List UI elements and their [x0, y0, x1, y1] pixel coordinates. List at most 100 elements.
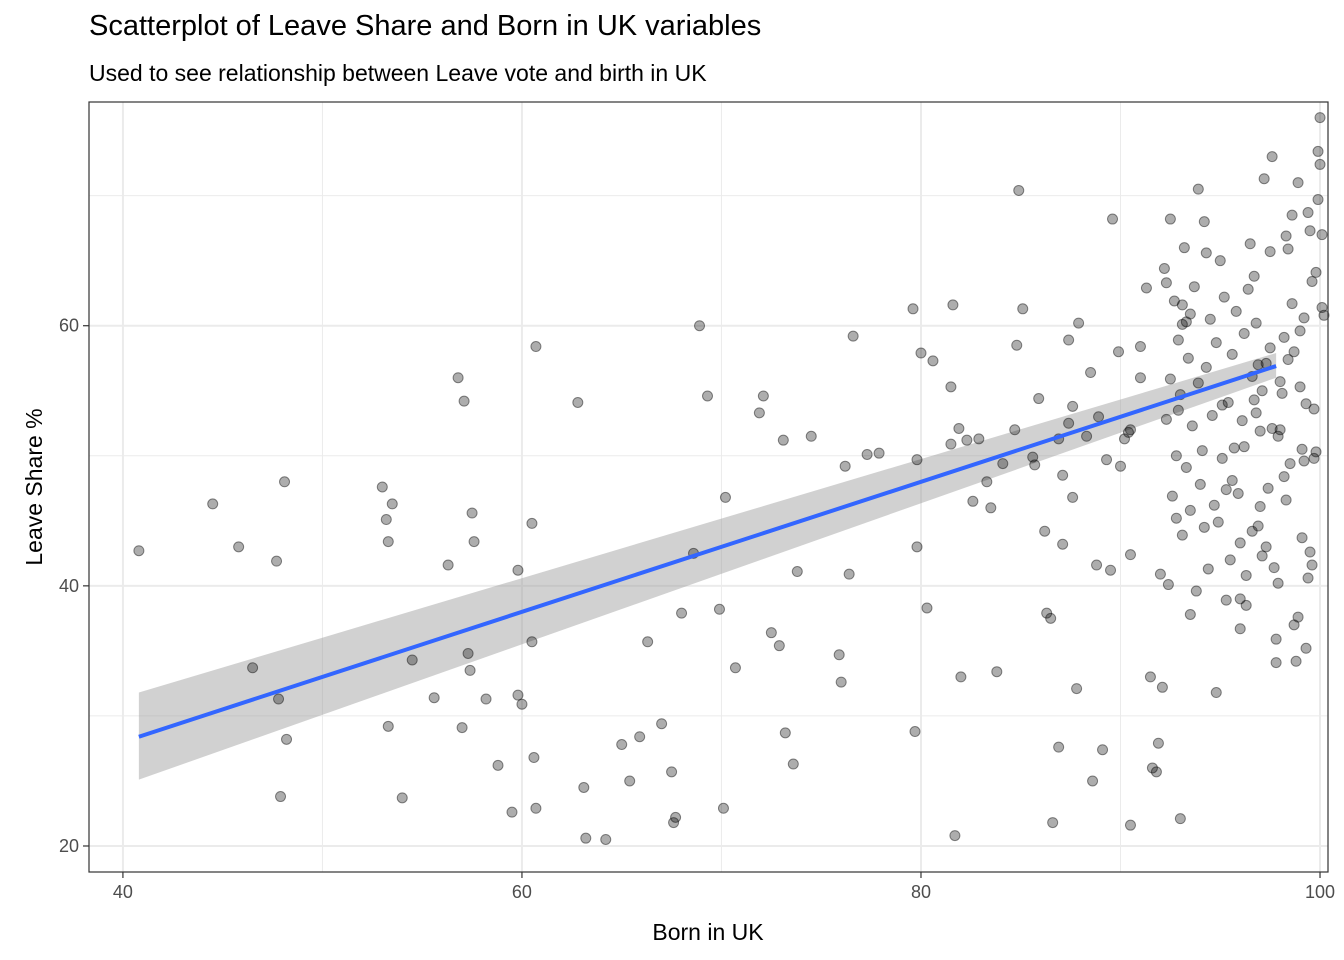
- data-point: [1230, 305, 1242, 317]
- data-point: [1252, 520, 1264, 532]
- data-point: [656, 718, 668, 730]
- data-point: [428, 692, 440, 704]
- data-point: [1124, 549, 1136, 561]
- data-point: [1067, 491, 1079, 503]
- data-point: [947, 299, 959, 311]
- data-point: [1067, 400, 1079, 412]
- data-point: [1276, 387, 1288, 399]
- data-point: [1278, 331, 1290, 343]
- data-point: [1194, 478, 1206, 490]
- data-point: [1174, 813, 1186, 825]
- data-point: [1244, 238, 1256, 250]
- data-point: [1254, 501, 1266, 513]
- data-point: [468, 536, 480, 548]
- data-point: [281, 733, 293, 745]
- data-point: [506, 806, 518, 818]
- data-point: [1011, 339, 1023, 351]
- data-point: [1224, 554, 1236, 566]
- grid-major: [89, 102, 1328, 872]
- data-point: [1041, 607, 1053, 619]
- data-point: [1234, 593, 1246, 605]
- data-point: [1071, 683, 1083, 695]
- data-point: [1178, 242, 1190, 254]
- data-point: [1122, 426, 1134, 438]
- data-point: [1160, 413, 1172, 425]
- data-point: [1172, 334, 1184, 346]
- data-point: [1252, 359, 1264, 371]
- data-point: [911, 541, 923, 553]
- x-tick-label: 100: [1305, 882, 1335, 902]
- data-point: [1160, 277, 1172, 289]
- data-point: [279, 476, 291, 488]
- data-point: [382, 536, 394, 548]
- data-point: [1192, 377, 1204, 389]
- data-point: [1306, 559, 1318, 571]
- data-point: [1234, 623, 1246, 635]
- data-point: [1264, 246, 1276, 258]
- data-point: [1047, 817, 1059, 829]
- data-point: [1284, 458, 1296, 470]
- data-point: [713, 603, 725, 615]
- data-point: [1204, 313, 1216, 325]
- data-point: [1222, 396, 1234, 408]
- data-point: [909, 726, 921, 738]
- data-point: [396, 792, 408, 804]
- data-point: [1240, 569, 1252, 581]
- data-point: [376, 481, 388, 493]
- data-point: [915, 347, 927, 359]
- data-point: [1124, 424, 1136, 436]
- data-point: [955, 671, 967, 683]
- data-point: [1226, 348, 1238, 360]
- data-point: [1312, 194, 1324, 206]
- data-point: [949, 830, 961, 842]
- data-point: [1105, 564, 1117, 576]
- data-point: [1212, 516, 1224, 528]
- data-point: [512, 564, 524, 576]
- data-point: [1258, 173, 1270, 185]
- data-point: [676, 607, 688, 619]
- data-point: [1039, 525, 1051, 537]
- data-point: [1286, 209, 1298, 221]
- data-point: [670, 811, 682, 823]
- data-point: [578, 781, 590, 793]
- data-point: [464, 664, 476, 676]
- data-point: [1190, 585, 1202, 597]
- data-point: [1144, 671, 1156, 683]
- data-point: [927, 355, 939, 367]
- data-point: [1250, 317, 1262, 329]
- data-point: [1206, 409, 1218, 421]
- data-point: [1176, 299, 1188, 311]
- data-point: [1242, 283, 1254, 295]
- points-layer: [133, 112, 1330, 845]
- data-point: [1286, 298, 1298, 310]
- data-point: [600, 833, 612, 845]
- data-point: [580, 832, 592, 844]
- data-point: [1308, 403, 1320, 415]
- data-point: [1176, 529, 1188, 541]
- data-point: [1063, 417, 1075, 429]
- data-point: [1172, 404, 1184, 416]
- data-point: [907, 303, 919, 315]
- fit-line-layer: [138, 364, 1277, 739]
- data-point: [1164, 213, 1176, 225]
- data-point: [516, 698, 528, 710]
- data-point: [694, 320, 706, 332]
- data-point: [1168, 295, 1180, 307]
- data-point: [765, 627, 777, 639]
- data-point: [1302, 207, 1314, 219]
- data-point: [1318, 309, 1330, 321]
- data-point: [945, 381, 957, 393]
- data-point: [386, 498, 398, 510]
- data-point: [1182, 352, 1194, 364]
- data-point: [1210, 687, 1222, 699]
- data-point: [273, 693, 285, 705]
- chart-subtitle: Used to see relationship between Leave v…: [89, 60, 707, 86]
- data-point: [787, 758, 799, 770]
- data-point: [1087, 775, 1099, 787]
- data-point: [1166, 490, 1178, 502]
- data-point: [1053, 741, 1065, 753]
- data-point: [1057, 469, 1069, 481]
- data-point: [1220, 484, 1232, 496]
- data-point: [1248, 394, 1260, 406]
